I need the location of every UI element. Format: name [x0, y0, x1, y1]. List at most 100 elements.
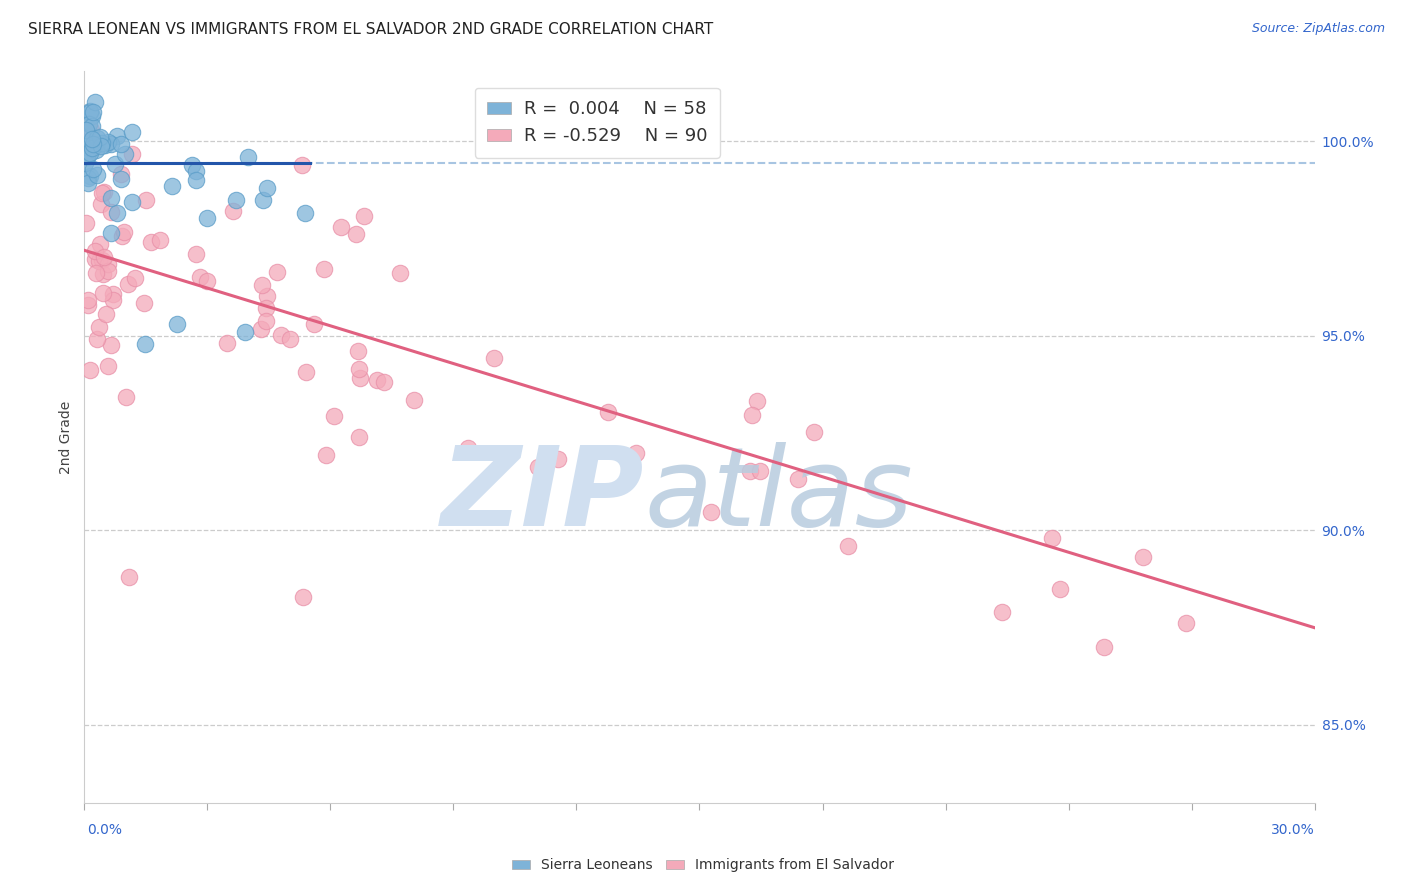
Point — [84, 252, 107, 266]
Point — [373, 376, 395, 390]
Point — [97, 264, 120, 278]
Point — [117, 277, 139, 291]
Point — [254, 313, 277, 327]
Point — [91, 136, 114, 150]
Point — [79, 363, 101, 377]
Point — [77, 117, 100, 131]
Point — [82, 132, 104, 146]
Point — [166, 318, 188, 332]
Point — [278, 332, 301, 346]
Text: ZIP: ZIP — [440, 442, 644, 549]
Point — [748, 464, 770, 478]
Point — [366, 373, 388, 387]
Point — [77, 293, 100, 308]
Point — [103, 293, 125, 307]
Point — [80, 140, 103, 154]
Point — [100, 191, 122, 205]
Point — [86, 168, 108, 182]
Point — [738, 464, 761, 478]
Point — [132, 296, 155, 310]
Y-axis label: 2nd Grade: 2nd Grade — [59, 401, 73, 474]
Point — [117, 570, 139, 584]
Point — [75, 130, 97, 145]
Point — [80, 109, 103, 123]
Point — [77, 171, 100, 186]
Point — [344, 227, 367, 242]
Point — [596, 405, 619, 419]
Point — [547, 452, 569, 467]
Point — [1132, 550, 1154, 565]
Legend: Sierra Leoneans, Immigrants from El Salvador: Sierra Leoneans, Immigrants from El Salv… — [506, 853, 900, 878]
Point — [270, 328, 292, 343]
Point — [291, 158, 314, 172]
Point — [134, 336, 156, 351]
Point — [79, 169, 101, 183]
Point — [84, 143, 107, 157]
Legend: R =  0.004  N = 58, R = -0.529  N = 90: R = 0.004 N = 58, R = -0.529 N = 90 — [475, 87, 720, 158]
Point — [82, 136, 104, 151]
Point — [100, 226, 122, 240]
Point — [180, 158, 202, 172]
Point — [84, 266, 107, 280]
Point — [104, 157, 127, 171]
Point — [124, 271, 146, 285]
Point — [457, 441, 479, 455]
Point — [75, 123, 97, 137]
Point — [302, 317, 325, 331]
Point — [86, 332, 108, 346]
Point — [110, 136, 132, 151]
Text: 0.0%: 0.0% — [87, 823, 122, 837]
Point — [388, 266, 411, 280]
Point — [526, 460, 548, 475]
Point — [1092, 640, 1115, 655]
Point — [349, 361, 371, 376]
Point — [97, 359, 120, 373]
Point — [91, 267, 114, 281]
Point — [745, 394, 768, 409]
Point — [162, 179, 184, 194]
Point — [312, 261, 335, 276]
Point — [79, 105, 101, 120]
Point — [741, 408, 763, 422]
Point — [347, 343, 370, 358]
Point — [215, 336, 238, 351]
Point — [250, 321, 273, 335]
Point — [184, 173, 207, 187]
Point — [482, 351, 505, 365]
Point — [256, 181, 278, 195]
Point — [347, 430, 370, 444]
Point — [100, 204, 122, 219]
Point — [79, 136, 101, 150]
Point — [100, 338, 122, 352]
Point — [94, 137, 117, 152]
Point — [195, 274, 218, 288]
Point — [75, 145, 97, 160]
Point — [100, 137, 122, 152]
Text: Source: ZipAtlas.com: Source: ZipAtlas.com — [1251, 22, 1385, 36]
Point — [79, 103, 101, 118]
Point — [135, 193, 157, 207]
Point — [349, 371, 371, 385]
Point — [252, 193, 274, 207]
Point — [93, 250, 115, 264]
Point — [221, 203, 243, 218]
Point — [89, 236, 111, 251]
Point — [75, 216, 97, 230]
Point — [75, 156, 97, 170]
Point — [77, 298, 100, 312]
Point — [82, 162, 104, 177]
Point — [112, 225, 135, 239]
Point — [75, 148, 97, 162]
Point — [292, 590, 315, 604]
Point — [111, 229, 134, 244]
Point — [86, 130, 108, 145]
Point — [121, 125, 143, 139]
Point — [624, 446, 647, 460]
Point — [89, 130, 111, 145]
Point — [91, 286, 114, 301]
Point — [91, 186, 114, 200]
Point — [256, 288, 278, 302]
Point — [186, 164, 208, 178]
Point — [97, 135, 120, 149]
Point — [294, 206, 316, 220]
